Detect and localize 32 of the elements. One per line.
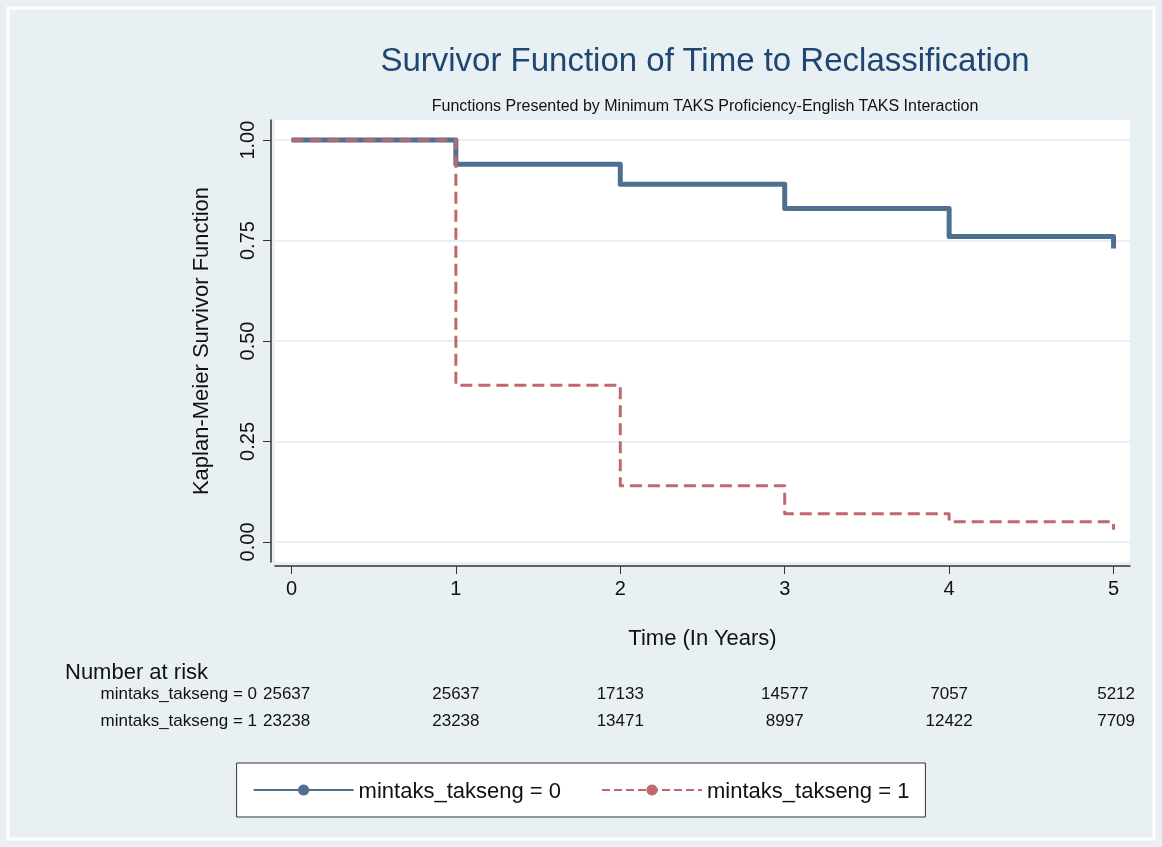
y-tick-label: 0.50 [236,321,258,361]
text: 7709 [1097,710,1135,730]
x-tick-label: 3 [779,577,791,599]
legend-label: mintaks_takseng = 0 [358,777,562,803]
text: 23238 [263,710,311,730]
text: 17133 [596,683,644,703]
text: 13471 [596,710,644,730]
y-tick-label: 1.00 [236,120,258,160]
text: 25637 [263,683,311,703]
chart-title: Survivor Function of Time to Reclassification [380,41,1030,78]
legend-label: mintaks_takseng = 1 [707,777,910,803]
chart-subtitle: Functions Presented by Minimum TAKS Proficiency-English TAKS Interaction [431,96,979,114]
text: 23238 [432,710,480,730]
x-tick-label: 2 [614,577,626,599]
y-tick-label: 0.25 [236,421,258,461]
text: 25637 [432,683,480,703]
y-tick-label: 0.75 [236,221,258,261]
x-tick-label: 4 [943,577,955,599]
text: 8997 [765,710,804,730]
x-tick-label: 5 [1108,577,1120,599]
y-tick-label: 0.00 [236,522,258,562]
y-axis-title: Kaplan-Meier Survivor Function [187,186,213,496]
text: Number at risk [65,658,210,684]
text: 12422 [925,710,973,730]
text: 7057 [930,683,969,703]
text: 14577 [761,683,809,703]
text: mintaks_takseng = 0 [100,683,257,703]
x-axis-title: Time (In Years) [628,624,777,650]
x-tick-label: 0 [285,577,297,599]
text: 5212 [1097,683,1135,703]
text: mintaks_takseng = 1 [100,710,257,730]
x-tick-label: 1 [450,577,462,599]
